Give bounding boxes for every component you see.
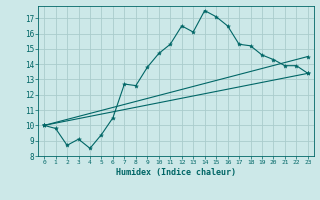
X-axis label: Humidex (Indice chaleur): Humidex (Indice chaleur): [116, 168, 236, 177]
